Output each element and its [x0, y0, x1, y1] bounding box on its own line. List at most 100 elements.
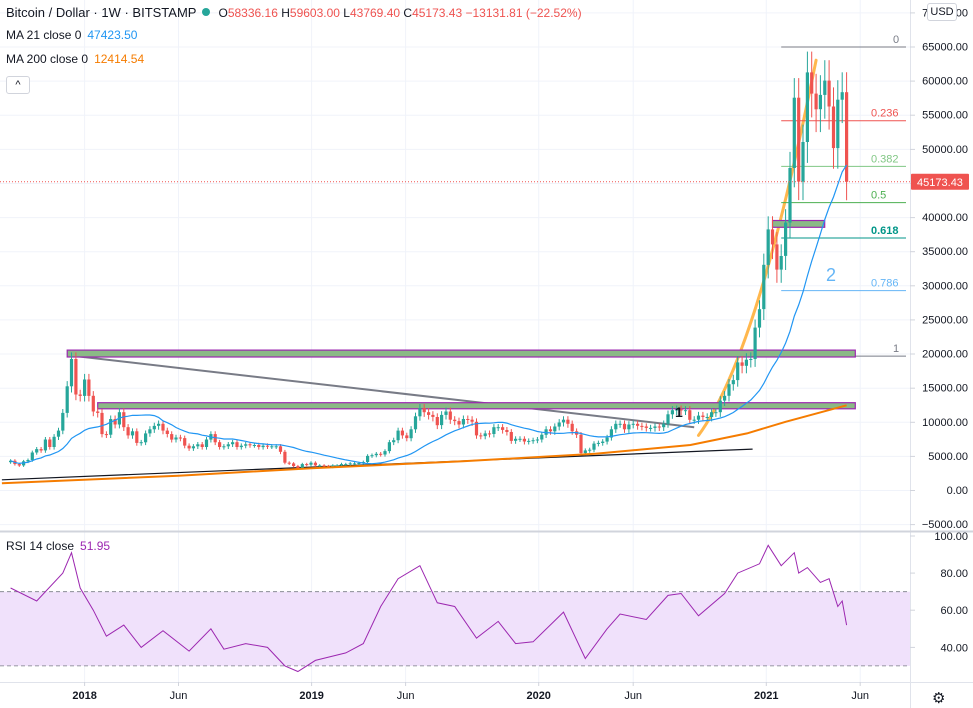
time-tick-label: 2019: [299, 690, 323, 702]
symbol-legend[interactable]: Bitcoin / Dollar · 1W · BITSTAMP O58336.1…: [6, 5, 582, 20]
candle-body: [43, 439, 47, 451]
candle-body: [714, 412, 718, 414]
price-tick-label: 50000.00: [922, 144, 968, 156]
candle-body: [83, 379, 87, 396]
candle-body: [226, 444, 230, 447]
candle-body: [196, 444, 200, 447]
candle-body: [204, 439, 209, 447]
ma200-legend[interactable]: MA 200 close 0 12414.54: [6, 52, 144, 66]
candle-body: [688, 410, 692, 420]
candle-body: [640, 425, 644, 427]
candle-body: [183, 438, 187, 446]
candle-body: [218, 442, 222, 447]
candle-body: [139, 442, 143, 444]
candle-body: [270, 446, 274, 448]
candle-body: [48, 439, 52, 447]
candle-body: [392, 440, 396, 443]
rsi-label: RSI 14 close: [6, 539, 75, 553]
symbol-title[interactable]: Bitcoin / Dollar · 1W · BITSTAMP: [6, 5, 197, 20]
candle-body: [570, 423, 574, 432]
grid-lines: [0, 0, 910, 682]
candle-body: [174, 437, 178, 440]
fib-level-label: 1: [893, 343, 899, 355]
candle-body: [448, 411, 452, 420]
candle-body: [39, 449, 43, 451]
candle-body: [731, 380, 735, 385]
time-tick-label: 2020: [526, 690, 550, 702]
candle-body: [583, 450, 587, 454]
price-tick-label: 60000.00: [922, 76, 968, 88]
time-axis[interactable]: 2018 Jun 2019 Jun 2020 Jun 2021 Jun: [72, 682, 869, 702]
candle-body: [470, 419, 474, 422]
candle-body: [705, 417, 709, 418]
candle-body: [148, 429, 152, 434]
candle-body: [348, 463, 352, 465]
price-tick-label: 40000.00: [922, 212, 968, 224]
candle-body: [723, 395, 727, 401]
candle-body: [457, 421, 461, 425]
gear-icon[interactable]: ⚙: [932, 690, 946, 707]
price-tick-label: 15000.00: [922, 383, 968, 395]
candle-body: [9, 460, 13, 463]
candle-body: [405, 435, 409, 439]
price-tick-label: 0.00: [947, 485, 968, 497]
candle-body: [248, 444, 252, 446]
candle-body: [514, 438, 518, 441]
candle-body: [396, 430, 400, 441]
candle-body: [431, 414, 435, 417]
rsi-tick-label: 80.00: [940, 568, 968, 580]
candle-body: [152, 425, 156, 430]
candle-body: [487, 433, 492, 435]
candle-body: [287, 462, 291, 464]
candle-body: [657, 426, 661, 428]
price-zones: [66, 219, 856, 410]
candle-body: [144, 433, 148, 443]
candle-body: [605, 437, 609, 442]
candle-body: [805, 72, 809, 142]
candle-body: [387, 442, 391, 452]
candle-body: [631, 423, 635, 425]
fib-level-label: 0: [893, 34, 899, 46]
price-tick-label: −5000.00: [922, 519, 968, 531]
candle-body: [335, 465, 339, 467]
candle-body: [784, 222, 788, 256]
collapse-legend-button[interactable]: ^: [6, 76, 30, 94]
candle-body: [344, 464, 348, 466]
price-tick-label: 20000.00: [922, 349, 968, 361]
candle-body: [636, 423, 640, 426]
candle-body: [509, 432, 513, 441]
currency-button[interactable]: USD: [927, 3, 957, 21]
time-tick-label: Jun: [851, 690, 869, 702]
candle-body: [231, 442, 235, 445]
candle-body: [496, 427, 500, 429]
candle-body: [52, 436, 56, 447]
candle-body: [422, 408, 426, 413]
rsi-tick-label: 40.00: [940, 642, 968, 654]
candle-body: [670, 410, 674, 415]
price-zone-box: [771, 219, 826, 228]
candle-body: [466, 419, 470, 420]
price-axis[interactable]: 70000.0065000.0060000.0055000.0050000.00…: [910, 7, 968, 531]
ma21-legend[interactable]: MA 21 close 0 47423.50: [6, 28, 137, 42]
candle-body: [104, 434, 108, 436]
time-tick-label: 2018: [72, 690, 96, 702]
candle-body: [644, 426, 648, 428]
rsi-axis[interactable]: 100.00 80.00 60.00 40.00: [910, 531, 968, 654]
candle-body: [535, 439, 539, 441]
candle-body: [444, 411, 448, 415]
candle-body: [96, 411, 100, 413]
price-tick-label: 10000.00: [922, 417, 968, 429]
candle-body: [540, 434, 544, 440]
candle-body: [91, 395, 95, 412]
candle-body: [753, 327, 757, 359]
price-tick-label: 5000.00: [928, 451, 968, 463]
candle-body: [239, 445, 243, 448]
candle-body: [501, 427, 505, 430]
candle-body: [222, 446, 226, 448]
candle-body: [831, 106, 836, 149]
fibonacci-levels: 0 0.236 0.382 0.5 0.618 0.786 1: [781, 34, 906, 357]
candle-body: [161, 423, 165, 431]
rsi-legend[interactable]: RSI 14 close 51.95: [6, 539, 110, 553]
time-tick-label: 2021: [754, 690, 778, 702]
